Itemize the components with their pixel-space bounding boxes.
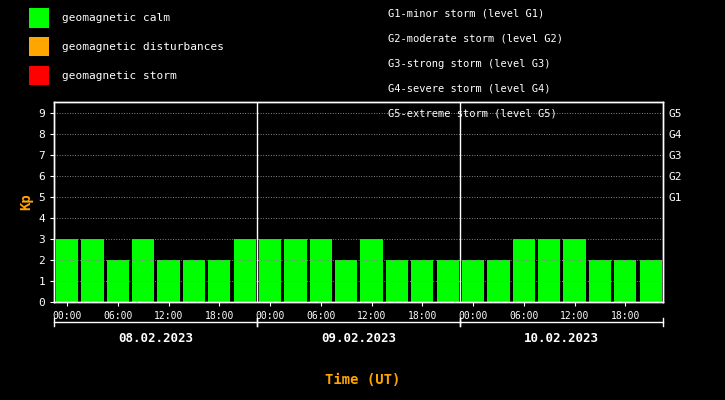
Text: G3-strong storm (level G3): G3-strong storm (level G3) bbox=[388, 59, 550, 69]
Text: 08.02.2023: 08.02.2023 bbox=[118, 332, 194, 344]
Bar bbox=[665, 260, 687, 302]
Bar bbox=[310, 239, 332, 302]
Text: geomagnetic calm: geomagnetic calm bbox=[62, 13, 170, 23]
Text: 10.02.2023: 10.02.2023 bbox=[524, 332, 600, 344]
Text: G5-extreme storm (level G5): G5-extreme storm (level G5) bbox=[388, 108, 557, 118]
Bar bbox=[563, 239, 586, 302]
Bar bbox=[513, 239, 535, 302]
Bar bbox=[259, 239, 281, 302]
Bar bbox=[589, 260, 611, 302]
Bar bbox=[360, 239, 383, 302]
Bar bbox=[157, 260, 180, 302]
Bar bbox=[56, 239, 78, 302]
Bar bbox=[436, 260, 459, 302]
Text: geomagnetic disturbances: geomagnetic disturbances bbox=[62, 42, 223, 52]
Text: Time (UT): Time (UT) bbox=[325, 373, 400, 387]
Bar bbox=[107, 260, 129, 302]
Bar bbox=[639, 260, 662, 302]
Bar bbox=[208, 260, 231, 302]
Bar bbox=[132, 239, 154, 302]
Text: G2-moderate storm (level G2): G2-moderate storm (level G2) bbox=[388, 34, 563, 44]
Bar bbox=[411, 260, 434, 302]
Bar bbox=[614, 260, 637, 302]
Bar bbox=[690, 260, 713, 302]
Bar bbox=[284, 239, 307, 302]
Bar bbox=[386, 260, 408, 302]
Text: G4-severe storm (level G4): G4-severe storm (level G4) bbox=[388, 84, 550, 94]
Bar bbox=[81, 239, 104, 302]
Text: geomagnetic storm: geomagnetic storm bbox=[62, 70, 176, 81]
Text: G1-minor storm (level G1): G1-minor storm (level G1) bbox=[388, 9, 544, 19]
Text: 09.02.2023: 09.02.2023 bbox=[321, 332, 397, 344]
Bar bbox=[183, 260, 205, 302]
Bar bbox=[538, 239, 560, 302]
Y-axis label: Kp: Kp bbox=[19, 194, 33, 210]
Bar bbox=[335, 260, 357, 302]
Bar bbox=[233, 239, 256, 302]
Bar bbox=[462, 260, 484, 302]
Bar bbox=[487, 260, 510, 302]
